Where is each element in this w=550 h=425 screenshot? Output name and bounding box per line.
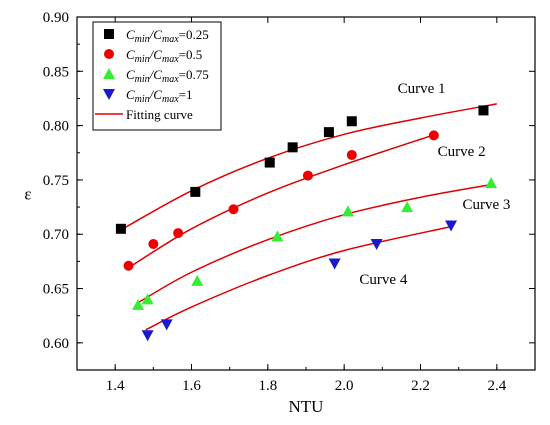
x-tick-label: 1.4 [106, 378, 125, 394]
y-tick-label: 0.85 [43, 64, 69, 80]
data-point-series-1 [323, 127, 334, 138]
data-point-series-4 [445, 220, 458, 232]
curve-label-2: Curve 2 [438, 144, 486, 160]
x-tick-label: 1.6 [182, 378, 201, 394]
data-point-series-4 [160, 319, 173, 331]
legend-entry-5: Fitting curve [126, 107, 193, 122]
data-point-series-2 [123, 260, 134, 271]
legend: Cmin/Cmax=0.25 Cmin/Cmax=0.5 Cmin/Cmax=0.7… [92, 21, 222, 131]
y-tick-label: 0.80 [43, 119, 69, 135]
fitting-curves [118, 103, 497, 331]
data-point-series-1 [478, 105, 489, 116]
legend-marker-4 [103, 89, 115, 100]
data-point-series-2 [228, 204, 239, 215]
data-point-series-2 [346, 149, 357, 160]
data-point-series-1 [346, 116, 357, 127]
y-tick-label: 0.70 [43, 227, 69, 243]
curve-label-1: Curve 1 [398, 81, 446, 97]
data-point-series-3 [271, 230, 284, 242]
data-point-series-1 [287, 142, 298, 153]
legend-box [92, 21, 222, 131]
legend-marker-3 [103, 68, 115, 79]
data-point-series-3 [141, 293, 154, 305]
fitting-curve-4 [145, 225, 452, 331]
y-tick-label: 0.65 [43, 282, 69, 298]
data-point-series-4 [141, 330, 154, 342]
data-point-series-3 [341, 205, 354, 217]
data-point-series-3 [191, 274, 204, 286]
data-point-series-3 [132, 298, 145, 310]
data-point-series-4 [370, 239, 383, 251]
fitting-curve-3 [137, 183, 494, 304]
legend-marker-1 [104, 29, 114, 39]
y-axis-label: ε [24, 185, 31, 204]
data-point-series-2 [148, 239, 159, 250]
data-point-series-2 [428, 130, 439, 141]
x-tick-label: 2.0 [335, 378, 354, 394]
legend-entry-3: Cmin/Cmax=0.75 [126, 67, 209, 85]
curve-label-4: Curve 4 [359, 272, 407, 288]
legend-entry-1: Cmin/Cmax=0.25 [126, 27, 209, 45]
data-point-series-2 [302, 170, 313, 181]
data-points [115, 105, 498, 342]
curve-labels: Curve 1 Curve 2 Curve 3 Curve 4 [359, 81, 510, 288]
y-tick-label: 0.60 [43, 336, 69, 352]
data-point-series-2 [173, 228, 184, 239]
data-point-series-3 [485, 177, 498, 189]
legend-marker-2 [104, 49, 114, 59]
y-tick-label: 0.90 [43, 10, 69, 26]
y-tick-label: 0.75 [43, 173, 69, 189]
data-point-series-1 [264, 157, 275, 168]
data-point-series-1 [115, 223, 126, 234]
legend-entry-2: Cmin/Cmax=0.5 [126, 47, 202, 65]
data-point-series-4 [328, 258, 341, 270]
x-tick-label: 1.8 [258, 378, 277, 394]
axes: 1.4 1.6 1.8 2.0 2.2 2.4 0.60 0.65 0.70 0.75 0.80 0.… [24, 10, 536, 416]
legend-entry-4: Cmin/Cmax=1 [126, 87, 192, 105]
x-tick-label: 2.4 [487, 378, 506, 394]
fitting-curve-2 [126, 133, 437, 270]
data-point-series-1 [190, 186, 201, 197]
data-point-series-3 [401, 201, 414, 213]
x-tick-label: 2.2 [411, 378, 430, 394]
curve-label-3: Curve 3 [462, 197, 510, 213]
x-axis-label: NTU [289, 397, 324, 416]
